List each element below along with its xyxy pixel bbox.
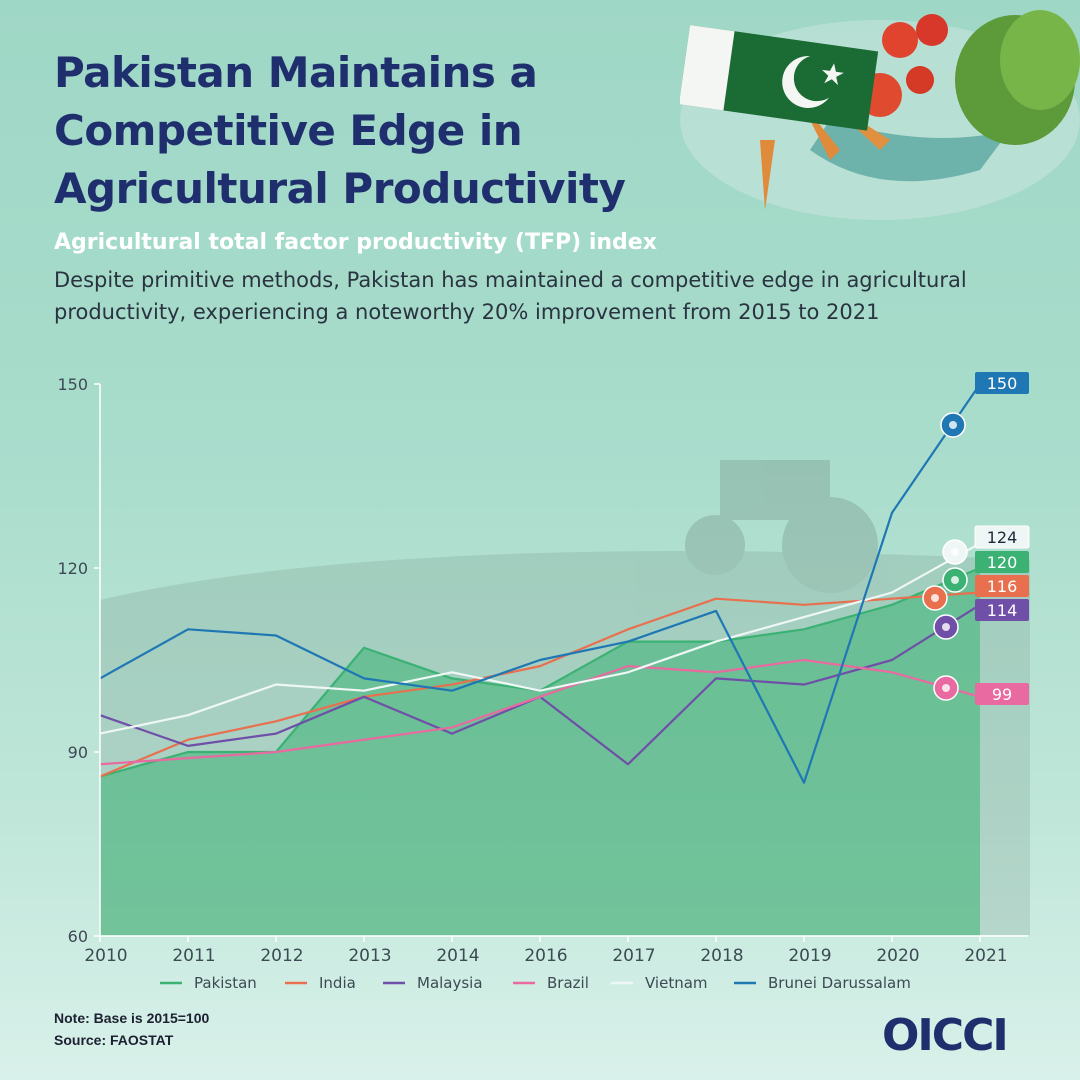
end-label-box [975, 372, 1029, 394]
y-tick-label: 90 [68, 743, 88, 762]
vietnam-flag-icon [942, 539, 968, 565]
series-line-brunei-darussalam [99, 383, 981, 784]
legend-label: Brunei Darussalam [768, 974, 911, 992]
y-tick-label: 120 [57, 559, 88, 578]
x-tick-label: 2016 [524, 946, 567, 966]
legend-item-pakistan: Pakistan [160, 974, 257, 992]
end-label-text: 116 [987, 577, 1018, 596]
end-label-brunei-darussalam: 150 [975, 372, 1029, 394]
series-line-brazil [99, 658, 981, 766]
end-label-box [974, 525, 1030, 549]
end-label-text: 99 [992, 685, 1012, 704]
legend-label: Pakistan [194, 974, 257, 992]
x-tick-label: 2019 [788, 946, 831, 966]
chart-description: Despite primitive methods, Pakistan has … [54, 268, 967, 324]
end-label-india: 116 [975, 575, 1029, 597]
x-tick-label: 2014 [436, 946, 479, 966]
end-label-vietnam: 124 [974, 525, 1030, 549]
flag-emblem [931, 594, 939, 602]
legend-item-malaysia: Malaysia [383, 974, 483, 992]
legend-label: Vietnam [645, 974, 708, 992]
x-tick-label: 2018 [700, 946, 743, 966]
chart-source: Source: FAOSTAT [54, 1032, 174, 1048]
flag-emblem [951, 548, 959, 556]
x-tick-label: 2017 [612, 946, 655, 966]
end-label-pakistan: 120 [975, 551, 1029, 573]
india-flag-icon [922, 585, 948, 611]
flag-emblem [951, 576, 959, 584]
legend-item-brunei-darussalam: Brunei Darussalam [734, 974, 911, 992]
flag-emblem [949, 421, 957, 429]
legend-label: India [319, 974, 356, 992]
series-line-india [99, 591, 981, 778]
legend-item-vietnam: Vietnam [611, 974, 708, 992]
legend-label: Malaysia [417, 974, 483, 992]
hero-vegetables-flag-image [680, 10, 1080, 220]
end-label-box [975, 551, 1029, 573]
x-tick-label: 2010 [84, 946, 127, 966]
series-line-vietnam [99, 542, 981, 735]
end-label-box [975, 683, 1029, 705]
flag-emblem [942, 623, 950, 631]
legend-item-india: India [285, 974, 356, 992]
chart-subtitle: Agricultural total factor productivity (… [54, 230, 657, 255]
x-tick-label: 2012 [260, 946, 303, 966]
y-tick-label: 60 [68, 927, 88, 946]
page-title: Pakistan Maintains a Competitive Edge in… [54, 48, 626, 213]
end-label-box [975, 599, 1029, 621]
oicci-logo: OICCI [882, 1010, 1009, 1061]
end-label-box [975, 575, 1029, 597]
malaysia-flag-icon [933, 614, 959, 640]
end-label-text: 114 [987, 601, 1018, 620]
legend-label: Brazil [547, 974, 589, 992]
x-tick-label: 2011 [172, 946, 215, 966]
x-tick-label: 2013 [348, 946, 391, 966]
brunei-flag-icon [940, 412, 966, 438]
x-tick-label: 2020 [876, 946, 919, 966]
flag-emblem [942, 684, 950, 692]
pakistan-flag-icon [942, 567, 968, 593]
chart-note: Note: Base is 2015=100 [54, 1010, 210, 1026]
end-label-brazil: 99 [975, 683, 1029, 705]
end-label-text: 120 [987, 553, 1018, 572]
end-label-malaysia: 114 [975, 599, 1029, 621]
x-tick-label: 2021 [964, 946, 1007, 966]
pakistan-area [100, 568, 980, 936]
end-label-text: 124 [987, 528, 1018, 547]
legend-item-brazil: Brazil [513, 974, 589, 992]
end-label-text: 150 [987, 374, 1018, 393]
brazil-flag-icon [933, 675, 959, 701]
y-tick-label: 150 [57, 375, 88, 394]
